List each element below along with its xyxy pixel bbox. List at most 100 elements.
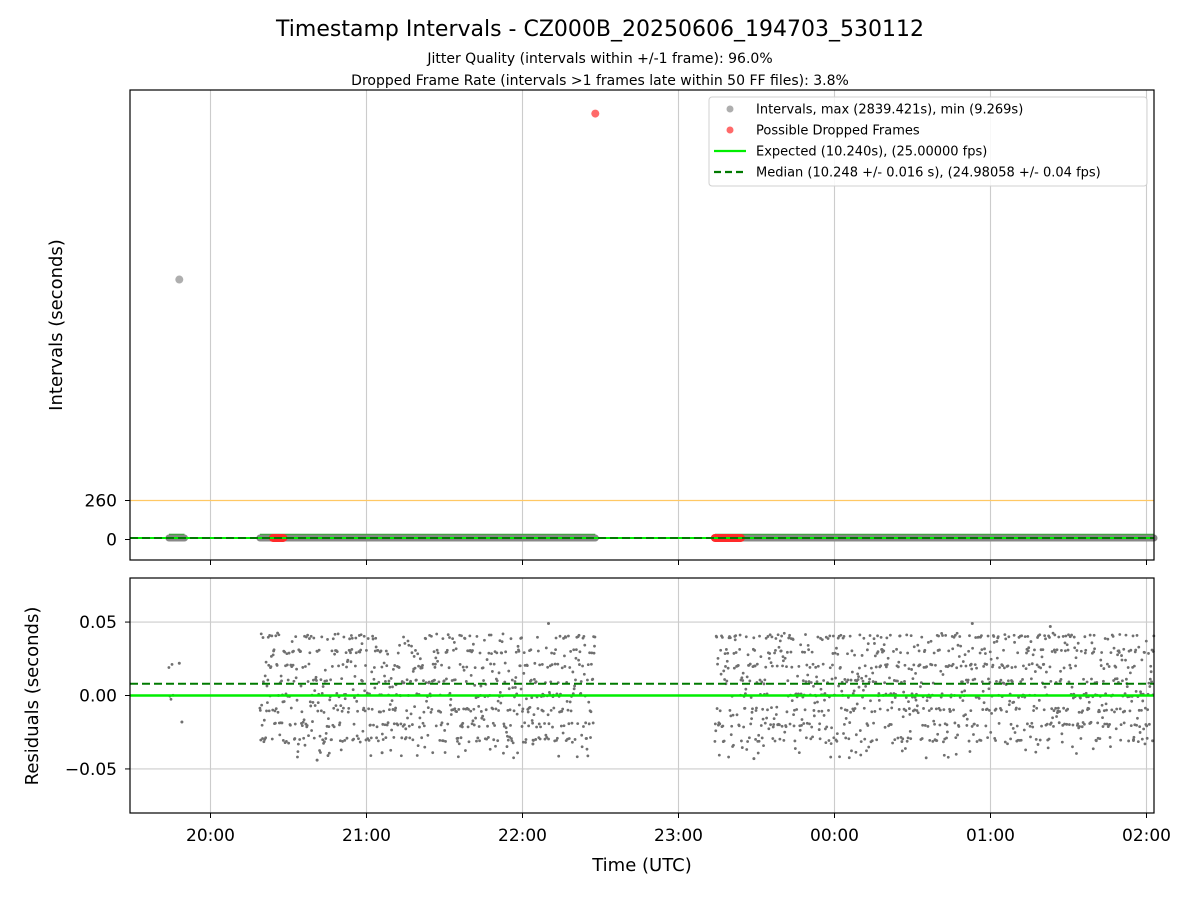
residual-point — [1117, 651, 1121, 654]
residual-point — [439, 723, 443, 727]
residual-point — [319, 709, 323, 713]
residual-point — [889, 723, 893, 726]
residual-point — [316, 709, 320, 713]
residual-point — [441, 739, 445, 743]
residual-point — [958, 635, 962, 638]
residual-point — [531, 742, 535, 746]
residual-point — [382, 661, 386, 665]
residual-point — [961, 699, 965, 703]
residual-point — [403, 723, 406, 727]
residual-point — [982, 701, 986, 705]
residual-point — [926, 725, 930, 728]
residual-point — [1087, 700, 1091, 704]
residual-point — [856, 672, 860, 676]
residual-point — [532, 739, 535, 742]
residual-point — [1100, 651, 1104, 654]
residual-point — [459, 736, 463, 740]
residual-point — [809, 681, 813, 684]
residual-point — [764, 665, 768, 669]
residual-point — [296, 755, 299, 759]
residual-point — [319, 678, 323, 682]
residual-point — [506, 734, 509, 738]
residual-point — [578, 650, 582, 654]
residual-point — [559, 724, 563, 728]
residual-point — [1047, 737, 1051, 741]
residual-point — [260, 723, 264, 727]
residual-point — [1043, 634, 1047, 638]
residual-point — [936, 732, 940, 736]
residual-point — [317, 648, 321, 652]
residual-point — [875, 738, 879, 742]
residual-point — [511, 686, 515, 690]
residual-point — [897, 660, 901, 664]
residual-point — [852, 689, 856, 693]
residual-point — [494, 707, 498, 711]
residual-point — [900, 749, 904, 753]
residual-point — [757, 733, 761, 737]
residual-point — [991, 663, 995, 667]
residual-point — [765, 716, 769, 720]
residual-point — [1129, 648, 1133, 652]
residual-point — [1128, 709, 1132, 713]
residual-point — [1070, 633, 1073, 637]
residual-point — [761, 707, 765, 711]
chart-title: Timestamp Intervals - CZ000B_20250606_19… — [275, 17, 924, 42]
residual-point — [1099, 664, 1103, 667]
residual-point — [850, 649, 854, 653]
residual-point — [509, 723, 512, 727]
residual-point — [869, 699, 872, 703]
residual-point — [386, 652, 390, 656]
residual-point — [482, 679, 485, 682]
residual-point — [1048, 665, 1052, 669]
residual-point — [1048, 624, 1052, 628]
residual-point — [577, 658, 580, 662]
residual-point — [811, 735, 814, 739]
residual-point — [970, 622, 974, 626]
residual-point — [994, 739, 997, 742]
residual-point — [715, 707, 719, 710]
residual-point — [788, 722, 792, 726]
residual-point — [564, 635, 568, 639]
residual-point — [359, 648, 363, 652]
residual-point — [503, 661, 507, 665]
residual-point — [482, 718, 486, 722]
top-y-tick-label: 260 — [85, 492, 117, 512]
residual-point — [306, 633, 310, 637]
residual-point — [869, 666, 873, 670]
residual-point — [1024, 667, 1028, 671]
residual-point — [797, 664, 801, 668]
residual-point — [1042, 662, 1046, 666]
residual-point — [772, 723, 776, 726]
residual-point — [779, 649, 783, 653]
residual-point — [855, 702, 859, 706]
residual-point — [716, 656, 720, 660]
residual-point — [987, 687, 991, 691]
residual-point — [531, 721, 535, 725]
residual-point — [396, 651, 400, 655]
residual-point — [369, 723, 372, 727]
residual-point — [366, 637, 370, 640]
residual-point — [824, 741, 828, 744]
residual-point — [270, 737, 274, 741]
residual-point — [924, 756, 928, 760]
residual-point — [452, 648, 455, 652]
residual-point — [912, 645, 916, 649]
residual-point — [343, 739, 347, 742]
residual-point — [264, 736, 268, 740]
residual-point — [920, 635, 924, 639]
residual-point — [1012, 633, 1016, 637]
residual-point — [388, 703, 392, 706]
residual-point — [788, 633, 791, 637]
residual-point — [719, 648, 723, 652]
residual-point — [561, 707, 565, 711]
residual-point — [1122, 647, 1126, 651]
residual-point — [570, 721, 574, 725]
residual-point — [338, 721, 342, 725]
residual-point — [890, 700, 894, 704]
residual-point — [546, 713, 550, 717]
residual-point — [968, 750, 972, 753]
residual-point — [1142, 727, 1146, 731]
residual-point — [1109, 651, 1113, 654]
residual-point — [295, 667, 298, 671]
residual-point — [960, 690, 964, 694]
